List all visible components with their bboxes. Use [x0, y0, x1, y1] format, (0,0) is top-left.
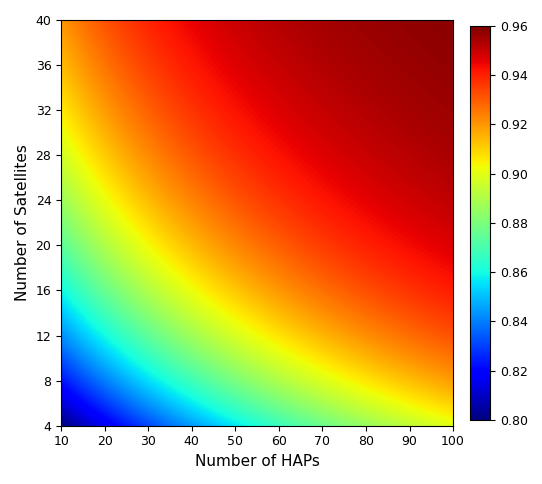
- X-axis label: Number of HAPs: Number of HAPs: [195, 454, 320, 469]
- Y-axis label: Number of Satellites: Number of Satellites: [15, 144, 30, 302]
